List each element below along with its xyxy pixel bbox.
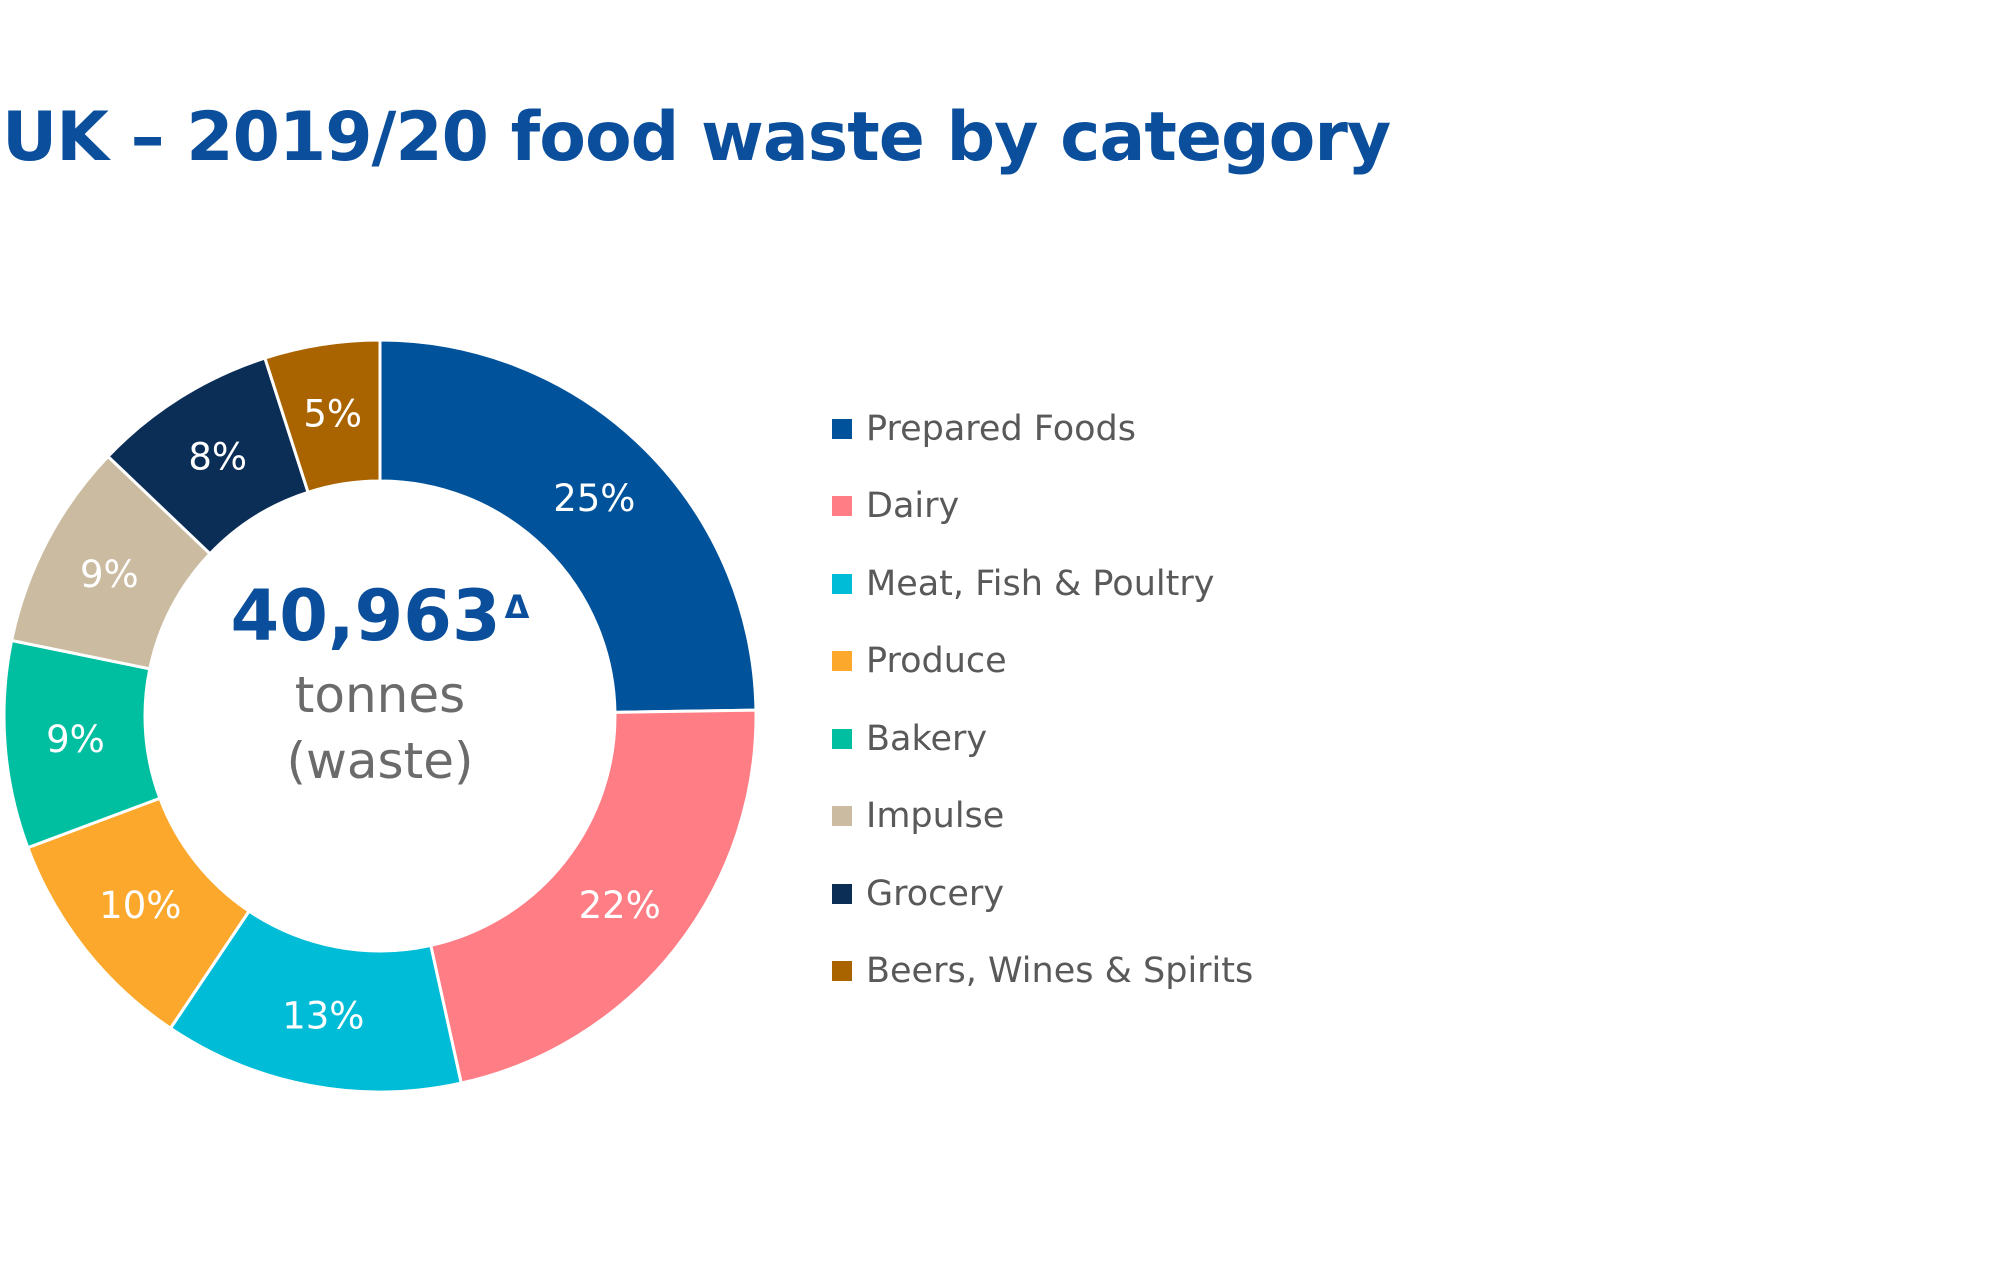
donut-chart: 25% 22% 13% 10% 9% 9% 8% 5% 40,963 Δ tonnes (was…: [2, 338, 758, 1094]
legend-label-1: Dairy: [866, 486, 960, 527]
legend-label-5: Impulse: [866, 796, 1005, 837]
center-total-number: 40,963: [231, 575, 501, 657]
slice-label-5: 9%: [80, 553, 139, 596]
donut-slice-0: [378, 338, 758, 714]
legend-item-6: Grocery: [832, 855, 1253, 933]
center-unit-waste: (waste): [287, 732, 474, 790]
legend-item-4: Bakery: [832, 700, 1253, 778]
legend-item-0: Prepared Foods: [832, 390, 1253, 468]
legend-swatch-5: [832, 806, 852, 827]
legend-swatch-6: [832, 883, 852, 904]
legend-swatch-1: [832, 496, 852, 517]
legend-item-1: Dairy: [832, 468, 1253, 546]
legend-label-0: Prepared Foods: [866, 408, 1136, 449]
slice-label-1: 22%: [579, 884, 661, 927]
legend-label-6: Grocery: [866, 873, 1005, 914]
legend-label-2: Meat, Fish & Poultry: [866, 563, 1215, 604]
legend-item-5: Impulse: [832, 778, 1253, 856]
page-title: UK – 2019/20 food waste by category: [2, 98, 1391, 177]
legend-swatch-3: [832, 651, 852, 672]
chart-legend: Prepared Foods Dairy Meat, Fish & Poultry P…: [832, 390, 1253, 1010]
slice-label-4: 9%: [46, 718, 105, 761]
legend-item-7: Beers, Wines & Spirits: [832, 933, 1253, 1011]
legend-item-3: Produce: [832, 623, 1253, 701]
slice-label-6: 8%: [188, 436, 247, 479]
center-summary: 40,963 Δ tonnes (waste): [231, 575, 530, 790]
center-total-value: 40,963 Δ: [231, 575, 530, 657]
slices-group: [2, 338, 758, 1094]
slice-labels-group: 25% 22% 13% 10% 9% 9% 8% 5%: [46, 393, 661, 1038]
slice-label-2: 13%: [282, 995, 364, 1038]
delta-marker: Δ: [505, 588, 530, 626]
donut-slice-7: [263, 338, 382, 495]
donut-slice-1: [428, 708, 758, 1085]
slice-label-7: 5%: [303, 393, 362, 436]
legend-label-4: Bakery: [866, 718, 988, 759]
legend-item-2: Meat, Fish & Poultry: [832, 545, 1253, 623]
legend-swatch-2: [832, 573, 852, 594]
legend-label-7: Beers, Wines & Spirits: [866, 951, 1254, 992]
legend-swatch-7: [832, 961, 852, 982]
center-unit-tonnes: tonnes: [295, 666, 465, 724]
slice-label-3: 10%: [99, 884, 181, 927]
legend-swatch-0: [832, 418, 852, 439]
legend-swatch-4: [832, 728, 852, 749]
slice-label-0: 25%: [553, 477, 635, 520]
legend-label-3: Produce: [866, 641, 1007, 682]
